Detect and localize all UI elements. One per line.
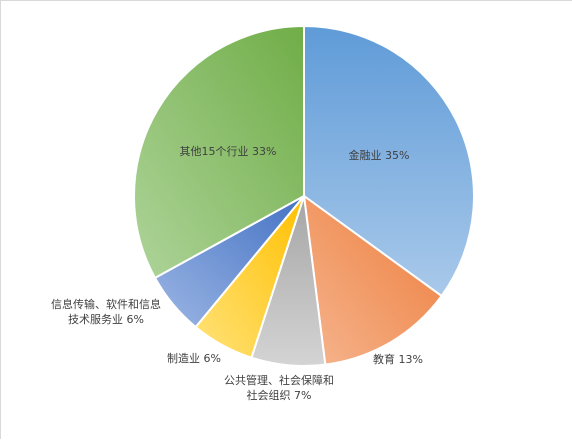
pie-slice-label-2: 公共管理、社会保障和社会组织 7%: [224, 373, 334, 402]
pie-slice-label-line: 信息传输、软件和信息: [51, 297, 161, 311]
pie-slice-label-line: 社会组织 7%: [247, 388, 312, 402]
pie-slice-5: [133, 25, 305, 279]
pie-slice-label-5: 其他15个行业 33%: [180, 145, 277, 158]
pie-slice-label-line: 公共管理、社会保障和: [224, 373, 334, 387]
pie-slice-0: [303, 25, 475, 297]
pie-slice-1: [303, 195, 443, 366]
pie-slice-label-4: 信息传输、软件和信息技术服务业 6%: [51, 297, 161, 326]
pie-slice-label-line: 教育 13%: [373, 352, 423, 366]
pie-labels: 金融业 35%教育 13%公共管理、社会保障和社会组织 7%制造业 6%信息传输…: [51, 145, 423, 402]
pie-slice-label-line: 其他15个行业 33%: [180, 145, 277, 158]
pie-slice-label-line: 金融业 35%: [349, 148, 410, 162]
pie-slices: [133, 25, 475, 368]
pie-slice-label-1: 教育 13%: [373, 352, 423, 366]
pie-slice-label-0: 金融业 35%: [349, 148, 410, 162]
pie-slice-label-line: 技术服务业 6%: [68, 313, 144, 326]
pie-slice-label-3: 制造业 6%: [167, 351, 221, 365]
pie-slice-label-line: 制造业 6%: [167, 351, 221, 365]
